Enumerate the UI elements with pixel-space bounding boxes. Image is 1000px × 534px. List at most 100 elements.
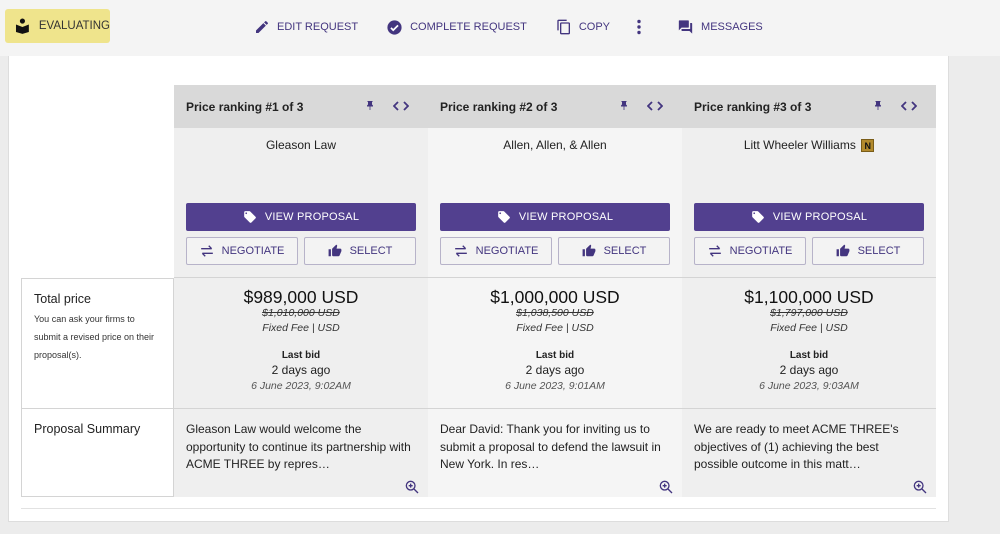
negotiate-label: NEGOTIATE — [475, 245, 539, 257]
proposal-summary-text: Dear David: Thank you for inviting us to… — [440, 422, 661, 471]
select-button[interactable]: SELECT — [304, 237, 416, 265]
footer-divider — [21, 508, 936, 509]
proposal-summary-text: Gleason Law would welcome the opportunit… — [186, 422, 411, 471]
pencil-icon — [256, 20, 269, 33]
last-bid-label: Last bid — [281, 350, 321, 361]
last-bid-date: 6 June 2023, 9:03AM — [759, 380, 859, 392]
tag-icon — [244, 211, 256, 223]
more-vertical-icon — [637, 19, 641, 35]
row-divider — [428, 408, 682, 409]
status-label: EVALUATING — [38, 20, 110, 32]
fee-type: Fixed Fee | USD — [770, 322, 848, 334]
row-divider — [428, 277, 682, 278]
last-bid-ago: 2 days ago — [525, 363, 585, 377]
last-bid-ago: 2 days ago — [271, 363, 331, 377]
negotiate-button[interactable]: NEGOTIATE — [186, 237, 298, 265]
price-ranking-label: Price ranking #2 of 3 — [440, 99, 558, 114]
pin-icon[interactable] — [364, 98, 376, 114]
swap-arrows-icon — [708, 245, 721, 257]
edit-request-label: EDIT REQUEST — [277, 21, 359, 33]
tag-icon — [498, 211, 510, 223]
copy-icon — [557, 19, 570, 35]
proposal-column-3: Price ranking #3 of 3 Litt Wheeler Willi… — [682, 85, 936, 497]
previous-price: $1,797,000 USD — [770, 307, 848, 319]
last-bid-date: 6 June 2023, 9:02AM — [251, 380, 351, 392]
edit-request-button[interactable]: EDIT REQUEST — [254, 19, 358, 35]
price-ranking-label: Price ranking #3 of 3 — [694, 99, 812, 114]
firm-badge: N — [861, 139, 875, 153]
proposal-summary-title: Proposal Summary — [34, 422, 141, 436]
more-options-button[interactable] — [636, 19, 649, 35]
current-price: $1,100,000 USD — [744, 287, 874, 307]
thumbs-up-icon — [836, 244, 850, 257]
total-price-label-cell: Total price You can ask your firms to su… — [21, 278, 174, 409]
firm-name: Allen, Allen, & Allen — [503, 138, 607, 152]
pin-icon[interactable] — [618, 98, 630, 114]
complete-request-button[interactable]: COMPLETE REQUEST — [386, 19, 527, 36]
view-proposal-button[interactable]: VIEW PROPOSAL — [186, 203, 416, 231]
view-proposal-label: VIEW PROPOSAL — [518, 211, 614, 223]
code-arrows-icon[interactable] — [901, 100, 917, 112]
view-proposal-label: VIEW PROPOSAL — [264, 211, 360, 223]
row-divider — [682, 277, 936, 278]
swap-arrows-icon — [200, 245, 213, 257]
toolbar: EDIT REQUEST COMPLETE REQUEST COPY — [254, 17, 763, 37]
total-price-title: Total price — [34, 292, 91, 306]
firm-name-row: Litt Wheeler Williams N — [682, 138, 936, 153]
firm-name: Gleason Law — [265, 138, 337, 152]
code-arrows-icon[interactable] — [393, 100, 409, 112]
view-proposal-button[interactable]: VIEW PROPOSAL — [694, 203, 924, 231]
proposal-column-1: Price ranking #1 of 3 Gleason Law VIEW P… — [174, 85, 428, 497]
zoom-in-icon[interactable] — [404, 479, 420, 495]
current-price: $989,000 USD — [243, 287, 359, 307]
fee-type: Fixed Fee | USD — [262, 322, 340, 334]
thumbs-up-icon — [328, 244, 342, 257]
previous-price: $1,038,500 USD — [516, 307, 594, 319]
select-button[interactable]: SELECT — [812, 237, 924, 265]
complete-request-label: COMPLETE REQUEST — [410, 21, 527, 33]
code-arrows-icon[interactable] — [647, 100, 663, 112]
price-ranking-label: Price ranking #1 of 3 — [186, 99, 304, 114]
row-divider — [174, 277, 428, 278]
zoom-in-icon[interactable] — [658, 479, 674, 495]
status-chip: EVALUATING — [5, 9, 110, 43]
last-bid-ago: 2 days ago — [779, 363, 839, 377]
current-price: $1,000,000 USD — [490, 287, 620, 307]
view-proposal-label: VIEW PROPOSAL — [772, 211, 868, 223]
message-icon — [678, 20, 693, 34]
copy-label: COPY — [578, 21, 611, 33]
row-divider — [174, 408, 428, 409]
swap-arrows-icon — [454, 245, 467, 257]
last-bid-label: Last bid — [789, 350, 829, 361]
top-bar: EVALUATING EDIT REQUEST COMPLETE REQUEST… — [0, 0, 1000, 56]
select-label: SELECT — [349, 245, 393, 257]
pin-icon[interactable] — [872, 98, 884, 114]
row-divider — [682, 408, 936, 409]
select-button[interactable]: SELECT — [558, 237, 670, 265]
check-circle-icon — [387, 19, 402, 35]
select-label: SELECT — [857, 245, 901, 257]
messages-button[interactable]: MESSAGES — [677, 19, 763, 35]
negotiate-label: NEGOTIATE — [729, 245, 793, 257]
column-header: Price ranking #2 of 3 — [428, 85, 682, 128]
negotiate-label: NEGOTIATE — [221, 245, 285, 257]
previous-price: $1,010,000 USD — [262, 307, 340, 319]
proposal-column-2: Price ranking #2 of 3 Allen, Allen, & Al… — [428, 85, 682, 497]
column-header: Price ranking #3 of 3 — [682, 85, 936, 128]
total-price-help: You can ask your firms to submit a revis… — [34, 314, 155, 360]
select-label: SELECT — [603, 245, 647, 257]
negotiate-button[interactable]: NEGOTIATE — [440, 237, 552, 265]
last-bid-label: Last bid — [535, 350, 575, 361]
tag-icon — [752, 211, 764, 223]
last-bid-date: 6 June 2023, 9:01AM — [505, 380, 605, 392]
copy-button[interactable]: COPY — [556, 18, 610, 36]
fee-type: Fixed Fee | USD — [516, 322, 594, 334]
thumbs-up-icon — [582, 244, 596, 257]
proposal-summary-label-cell: Proposal Summary — [21, 408, 174, 497]
messages-label: MESSAGES — [701, 21, 763, 33]
view-proposal-button[interactable]: VIEW PROPOSAL — [440, 203, 670, 231]
zoom-in-icon[interactable] — [912, 479, 928, 495]
negotiate-button[interactable]: NEGOTIATE — [694, 237, 806, 265]
column-header: Price ranking #1 of 3 — [174, 85, 428, 128]
firm-name: Litt Wheeler Williams — [743, 138, 856, 152]
